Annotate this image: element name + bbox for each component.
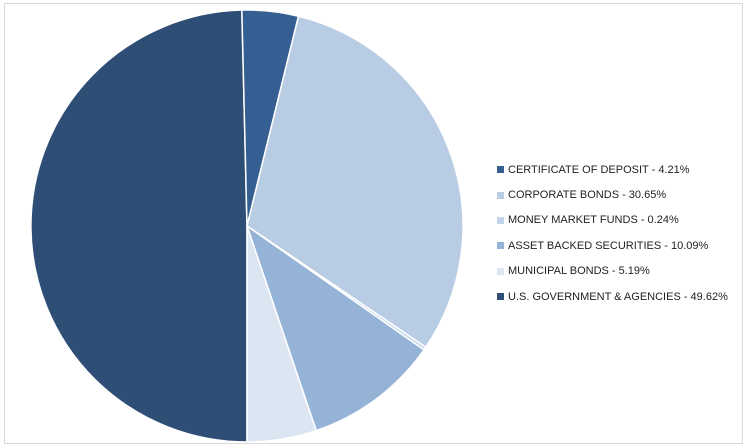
legend-label: MONEY MARKET FUNDS - 0.24% xyxy=(508,214,679,227)
legend-swatch xyxy=(497,293,504,301)
pie-slice-asset-backed-securities xyxy=(246,225,425,432)
pie-slice-corporate-bonds xyxy=(246,15,464,348)
pie-slice-municipal-bonds xyxy=(246,225,317,443)
legend-item-certificate-of-deposit: CERTIFICATE OF DEPOSIT - 4.21% xyxy=(497,157,746,182)
legend-label: ASSET BACKED SECURITIES - 10.09% xyxy=(508,239,709,252)
legend-swatch xyxy=(497,216,504,224)
legend-item-corporate-bonds: CORPORATE BONDS - 30.65% xyxy=(497,182,746,207)
pie-chart xyxy=(30,9,464,443)
legend-label: U.S. GOVERNMENT & AGENCIES - 49.62% xyxy=(508,290,728,303)
chart-area: CERTIFICATE OF DEPOSIT - 4.21% CORPORATE… xyxy=(4,3,743,444)
legend: CERTIFICATE OF DEPOSIT - 4.21% CORPORATE… xyxy=(497,157,746,309)
legend-swatch xyxy=(497,191,504,199)
pie-slice-u-s-government-agencies xyxy=(30,9,248,443)
legend-item-municipal-bonds: MUNICIPAL BONDS - 5.19% xyxy=(497,259,746,284)
legend-swatch xyxy=(497,166,504,174)
legend-swatch xyxy=(497,267,504,275)
legend-item-asset-backed-securities: ASSET BACKED SECURITIES - 10.09% xyxy=(497,233,746,258)
legend-label: CORPORATE BONDS - 30.65% xyxy=(508,189,667,202)
legend-item-money-market-funds: MONEY MARKET FUNDS - 0.24% xyxy=(497,208,746,233)
legend-swatch xyxy=(497,242,504,250)
legend-label: CERTIFICATE OF DEPOSIT - 4.21% xyxy=(508,163,690,176)
legend-item-us-government-agencies: U.S. GOVERNMENT & AGENCIES - 49.62% xyxy=(497,284,746,309)
legend-label: MUNICIPAL BONDS - 5.19% xyxy=(508,265,650,278)
